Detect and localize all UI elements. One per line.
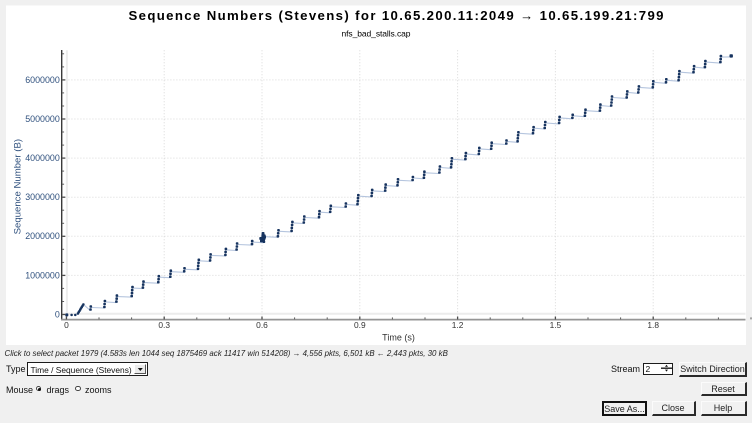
svg-text:1.2: 1.2 xyxy=(452,320,464,330)
svg-text:Time (s): Time (s) xyxy=(382,333,415,343)
svg-text:5000000: 5000000 xyxy=(25,114,60,124)
svg-text:3000000: 3000000 xyxy=(25,192,60,202)
svg-text:0.6: 0.6 xyxy=(256,320,268,330)
svg-text:1000000: 1000000 xyxy=(25,270,60,280)
svg-text:6000000: 6000000 xyxy=(25,75,60,85)
svg-text:2000000: 2000000 xyxy=(25,231,60,241)
svg-text:Sequence Number (B): Sequence Number (B) xyxy=(13,139,24,234)
svg-text:1.8: 1.8 xyxy=(647,320,659,330)
svg-text:1.5: 1.5 xyxy=(550,320,562,330)
svg-text:nfs_bad_stalls.cap: nfs_bad_stalls.cap xyxy=(342,28,411,38)
svg-text:0.3: 0.3 xyxy=(158,320,170,330)
svg-text:0.9: 0.9 xyxy=(354,320,366,330)
svg-text:0: 0 xyxy=(55,309,60,319)
svg-text:4000000: 4000000 xyxy=(25,153,60,163)
svg-text:0: 0 xyxy=(64,320,69,330)
svg-text:Sequence Numbers (Stevens) for: Sequence Numbers (Stevens) for 10.65.200… xyxy=(129,8,664,23)
